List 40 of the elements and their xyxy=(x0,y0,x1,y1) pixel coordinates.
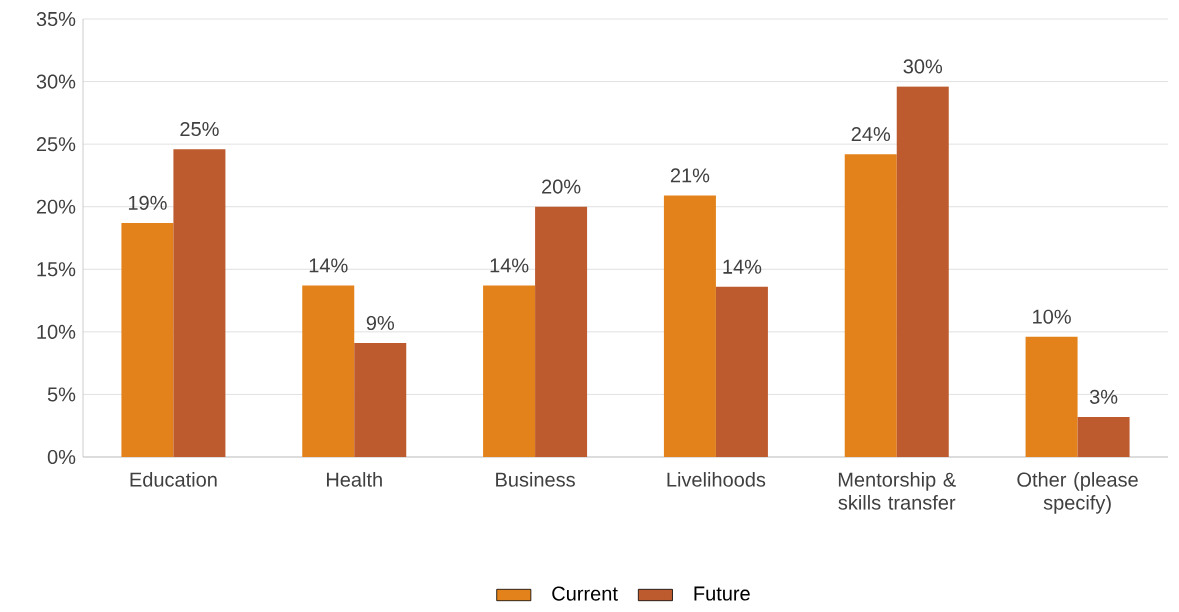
bar xyxy=(173,149,226,457)
y-tick-label: 35% xyxy=(36,11,76,27)
y-tick-label: 0% xyxy=(47,449,76,465)
bar xyxy=(302,285,355,457)
x-tick-label: Livelihoods xyxy=(667,472,766,487)
data-label: 10% xyxy=(1033,309,1071,324)
bar xyxy=(1077,416,1130,457)
x-tick-label: Mentorship & skills transfer xyxy=(838,472,956,510)
legend-label: Future xyxy=(694,586,750,601)
y-tick-label: 10% xyxy=(37,324,76,339)
bar xyxy=(121,222,174,457)
legend-label: Current xyxy=(552,586,618,601)
bar xyxy=(715,286,768,457)
x-tick-label: Other (please specify) xyxy=(1017,472,1138,514)
data-label: 20% xyxy=(542,179,581,194)
data-label: 9% xyxy=(366,315,395,331)
data-label: 24% xyxy=(851,127,891,142)
y-tick-label: 30% xyxy=(36,74,76,89)
data-label: 14% xyxy=(490,258,529,273)
bar xyxy=(354,343,407,457)
bar xyxy=(535,206,588,457)
bar xyxy=(896,86,949,457)
data-label: 14% xyxy=(309,258,348,273)
data-label: 30% xyxy=(903,59,943,74)
bar xyxy=(663,195,716,457)
data-label: 21% xyxy=(670,168,710,183)
x-tick-label: Business xyxy=(496,472,575,487)
bar xyxy=(1025,336,1078,457)
y-tick-label: 20% xyxy=(36,199,76,214)
data-label: 25% xyxy=(180,121,219,137)
y-tick-label: 25% xyxy=(36,137,76,152)
data-label: 3% xyxy=(1089,389,1118,404)
data-label: 19% xyxy=(128,195,167,210)
y-tick-label: 5% xyxy=(47,387,76,402)
y-tick-label: 15% xyxy=(37,262,76,277)
bar xyxy=(483,285,536,457)
x-tick-label: Education xyxy=(130,472,217,487)
bar xyxy=(844,154,897,457)
x-tick-label: Health xyxy=(326,472,382,487)
data-label: 14% xyxy=(723,259,762,274)
